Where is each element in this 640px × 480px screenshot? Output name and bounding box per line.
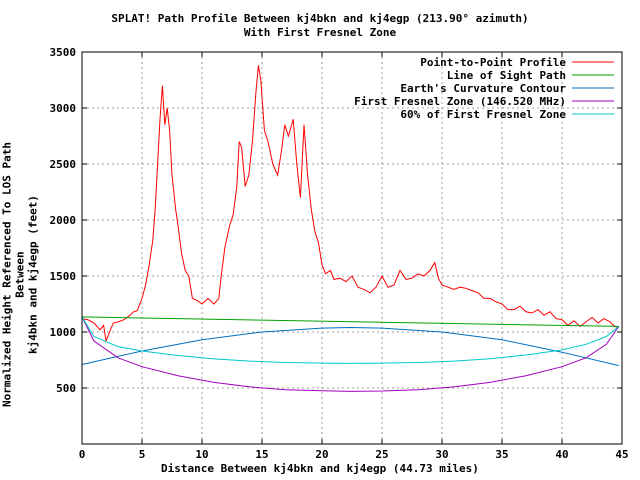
chart-subtitle: With First Fresnel Zone bbox=[243, 26, 397, 39]
x-tick-label: 0 bbox=[79, 448, 86, 461]
x-tick-label: 15 bbox=[255, 448, 268, 461]
x-tick-label: 45 bbox=[615, 448, 628, 461]
y-axis-label-line1: Normalized Height Referenced To LOS Path… bbox=[0, 142, 27, 407]
plot-frame bbox=[81, 51, 623, 445]
legend-label-4: 60% of First Fresnel Zone bbox=[400, 108, 566, 121]
x-tick-label: 20 bbox=[315, 448, 328, 461]
x-tick-label: 5 bbox=[139, 448, 146, 461]
series-line-0 bbox=[81, 65, 619, 343]
y-tick-label: 3000 bbox=[50, 102, 77, 115]
series-line-1 bbox=[81, 316, 619, 327]
y-axis-label-line2: kj4bkn and kj4egp (feet) bbox=[26, 195, 40, 354]
y-tick-label: 2500 bbox=[50, 158, 77, 171]
series-line-2 bbox=[81, 326, 619, 367]
y-tick-label: 1500 bbox=[50, 270, 77, 283]
x-tick-label: 25 bbox=[375, 448, 388, 461]
y-tick-label: 2000 bbox=[50, 214, 77, 227]
y-tick-label: 3500 bbox=[50, 46, 77, 59]
legend-label-0: Point-to-Point Profile bbox=[420, 56, 566, 69]
legend-label-3: First Fresnel Zone (146.520 MHz) bbox=[354, 95, 566, 108]
y-axis-label: Normalized Height Referenced To LOS Path… bbox=[1, 140, 40, 410]
x-tick-label: 35 bbox=[495, 448, 508, 461]
series-line-3 bbox=[81, 316, 620, 392]
y-tick-label: 500 bbox=[56, 382, 76, 395]
x-tick-label: 30 bbox=[435, 448, 448, 461]
legend-label-1: Line of Sight Path bbox=[447, 69, 566, 82]
axes: 0 5 10 15 20 25 30 35 40 45 500 1000 1500 2000 2500 300… bbox=[50, 46, 629, 461]
legend-label-2: Earth's Curvature Contour bbox=[400, 82, 566, 95]
x-tick-label: 40 bbox=[555, 448, 568, 461]
x-axis-label: Distance Between kj4bkn and kj4egp (44.7… bbox=[161, 462, 479, 475]
series-lines bbox=[81, 65, 620, 392]
series-line-4 bbox=[81, 316, 620, 364]
chart-title: SPLAT! Path Profile Between kj4bkn and k… bbox=[111, 12, 529, 25]
x-tick-label: 10 bbox=[195, 448, 208, 461]
y-tick-label: 1000 bbox=[50, 326, 77, 339]
